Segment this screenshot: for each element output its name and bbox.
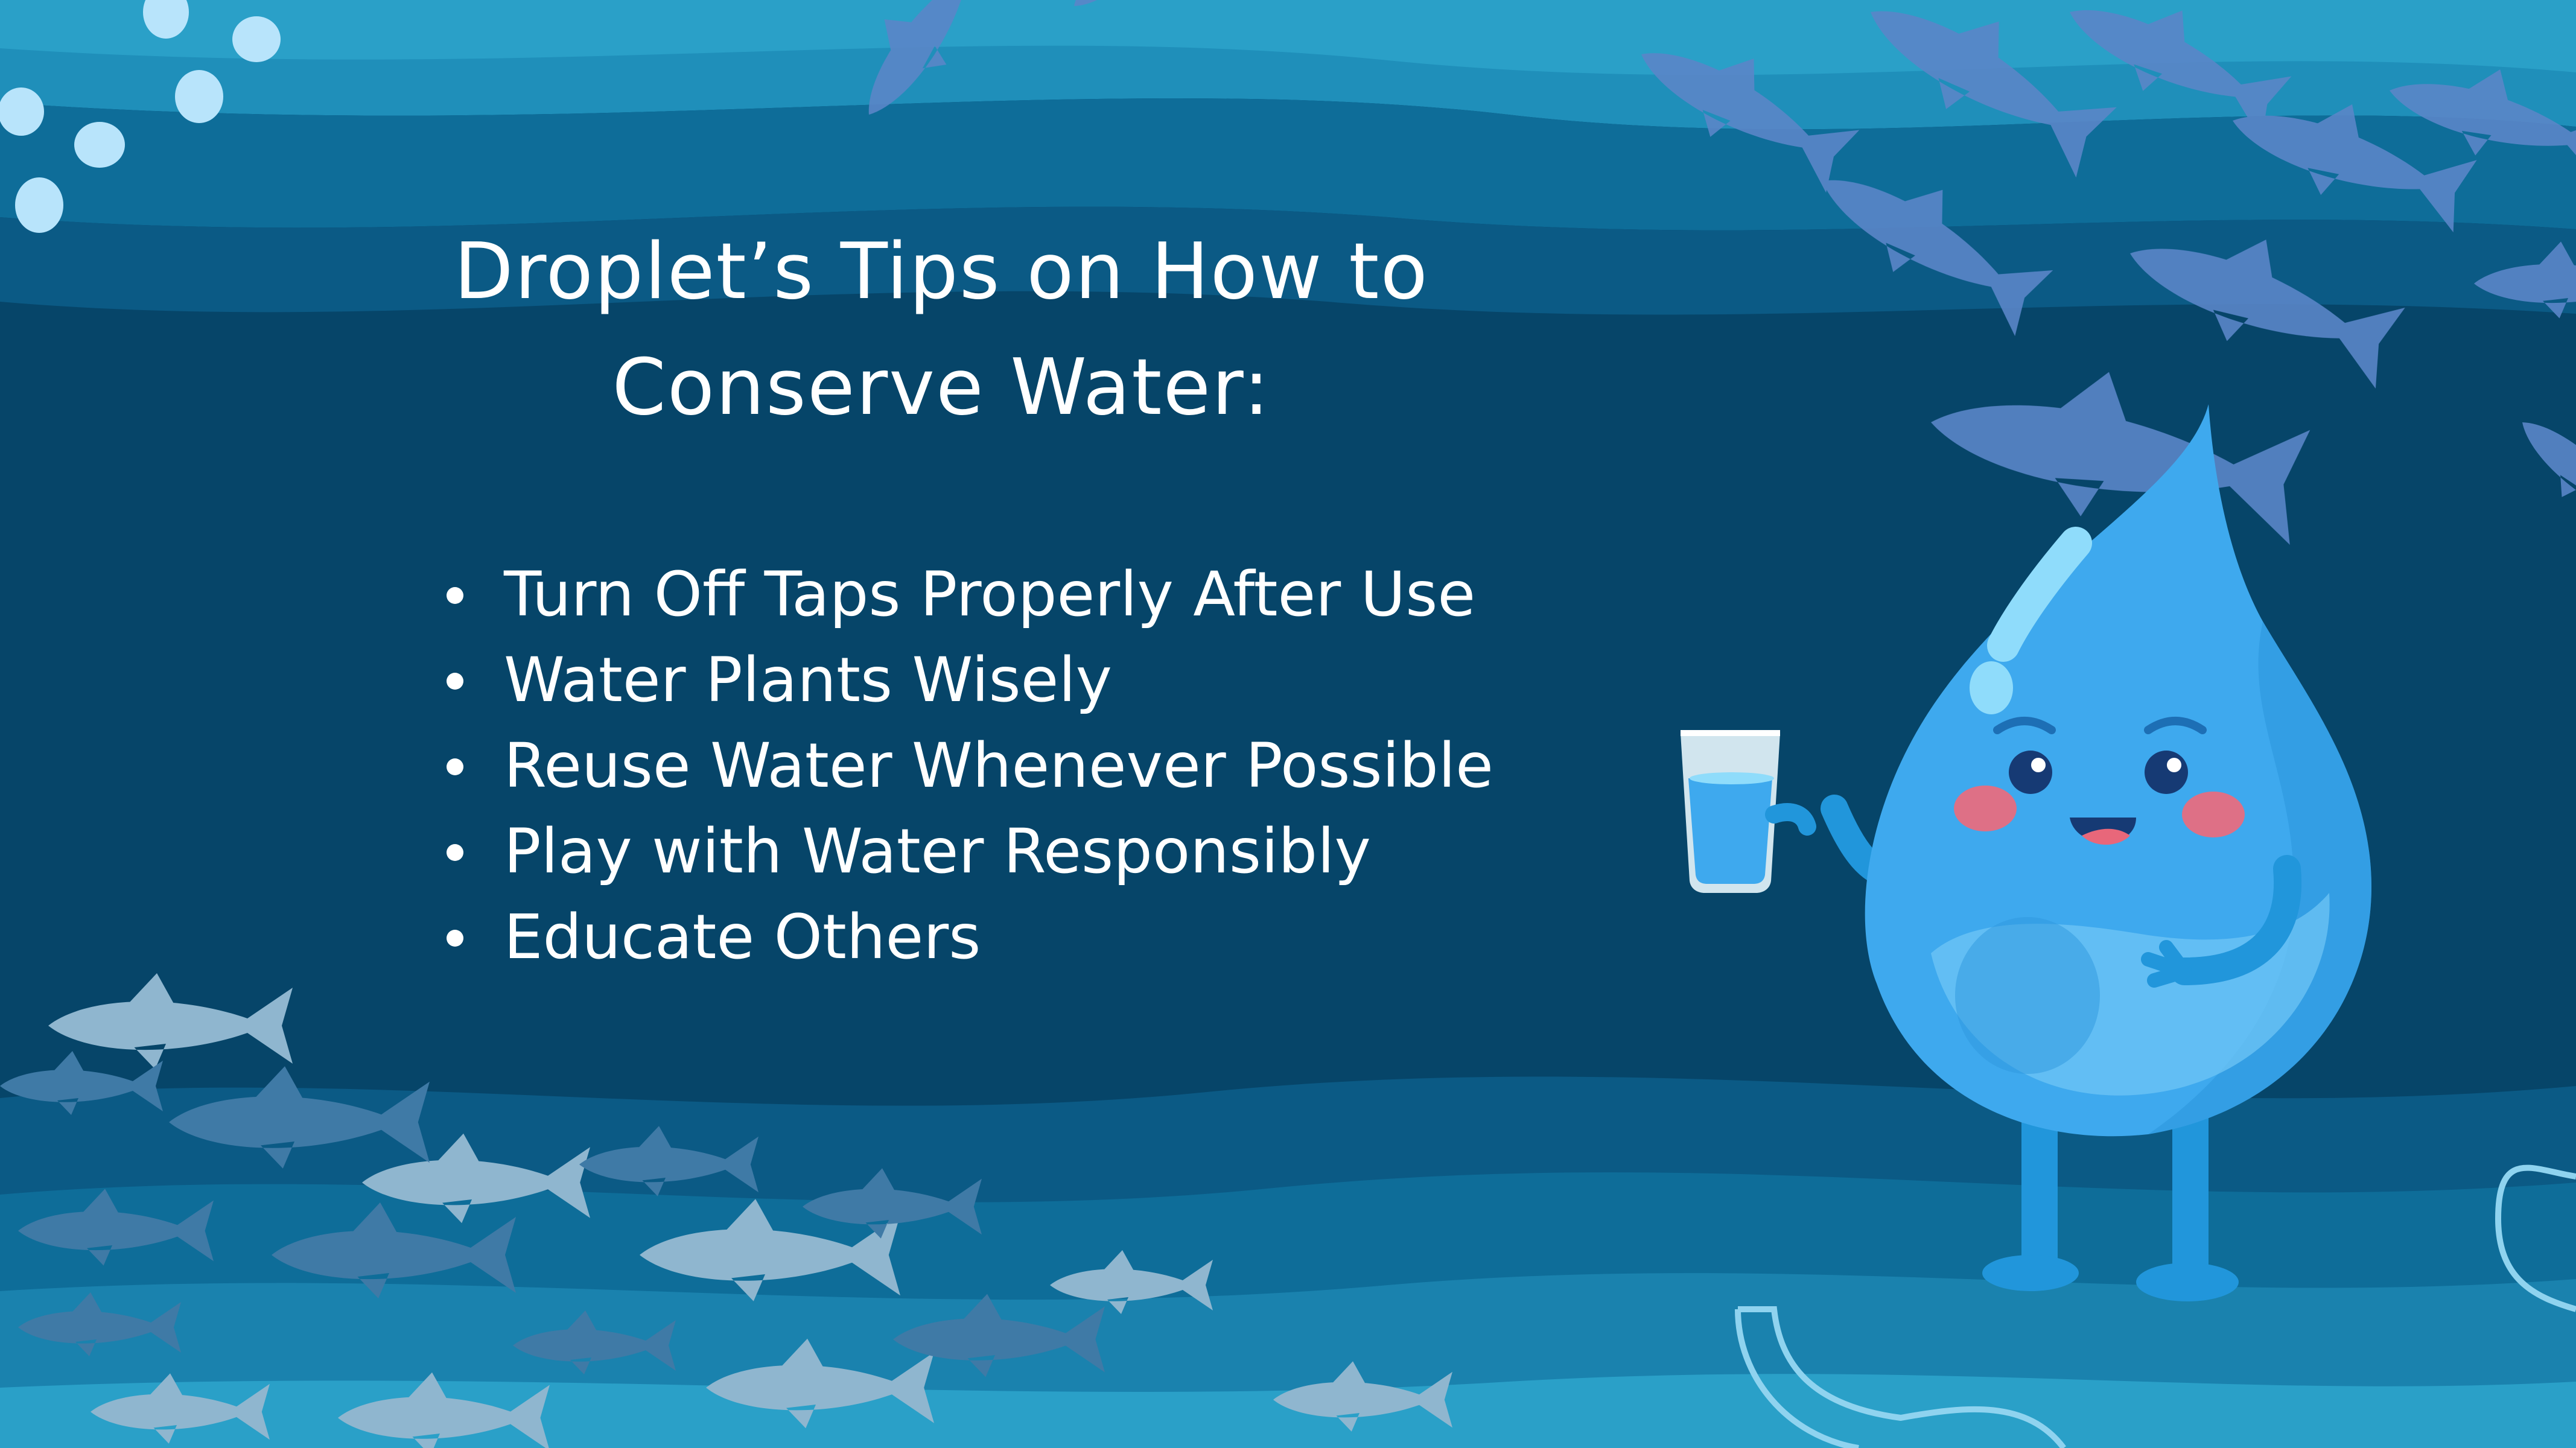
water-droplet-mascot-icon (1681, 404, 2371, 1301)
bubble-icon (0, 0, 281, 233)
list-item: Educate Others (444, 895, 1530, 980)
list-item: Water Plants Wisely (444, 638, 1530, 723)
water-glass-icon (1681, 730, 1816, 893)
title-line-2: Conserve Water: (612, 343, 1271, 433)
list-item: Turn Off Taps Properly After Use (444, 552, 1530, 638)
title-line-1: Droplet’s Tips on How to (454, 227, 1429, 317)
tips-list: Turn Off Taps Properly After Use Water P… (444, 552, 1530, 980)
list-item: Reuse Water Whenever Possible (444, 723, 1530, 809)
slide-title: Droplet’s Tips on How to Conserve Water: (386, 214, 1496, 446)
list-item: Play with Water Responsibly (444, 809, 1530, 895)
decorative-outline (1735, 1164, 2576, 1448)
